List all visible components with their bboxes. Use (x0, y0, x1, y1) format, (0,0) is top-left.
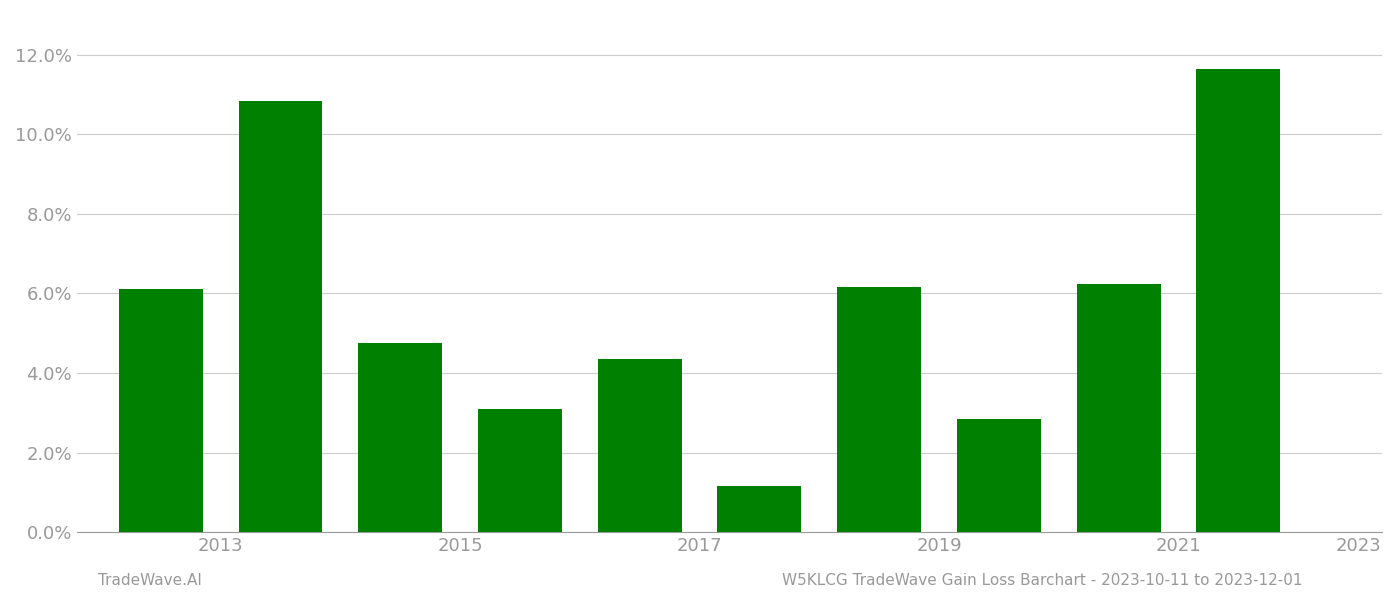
Bar (1197, 69, 1280, 532)
Bar (717, 487, 801, 532)
Bar (119, 289, 203, 532)
Bar (358, 343, 442, 532)
Bar (477, 409, 561, 532)
Bar (837, 287, 921, 532)
Bar (1077, 284, 1161, 532)
Bar (958, 419, 1040, 532)
Bar (598, 359, 682, 532)
Text: TradeWave.AI: TradeWave.AI (98, 573, 202, 588)
Text: W5KLCG TradeWave Gain Loss Barchart - 2023-10-11 to 2023-12-01: W5KLCG TradeWave Gain Loss Barchart - 20… (781, 573, 1302, 588)
Bar (238, 101, 322, 532)
